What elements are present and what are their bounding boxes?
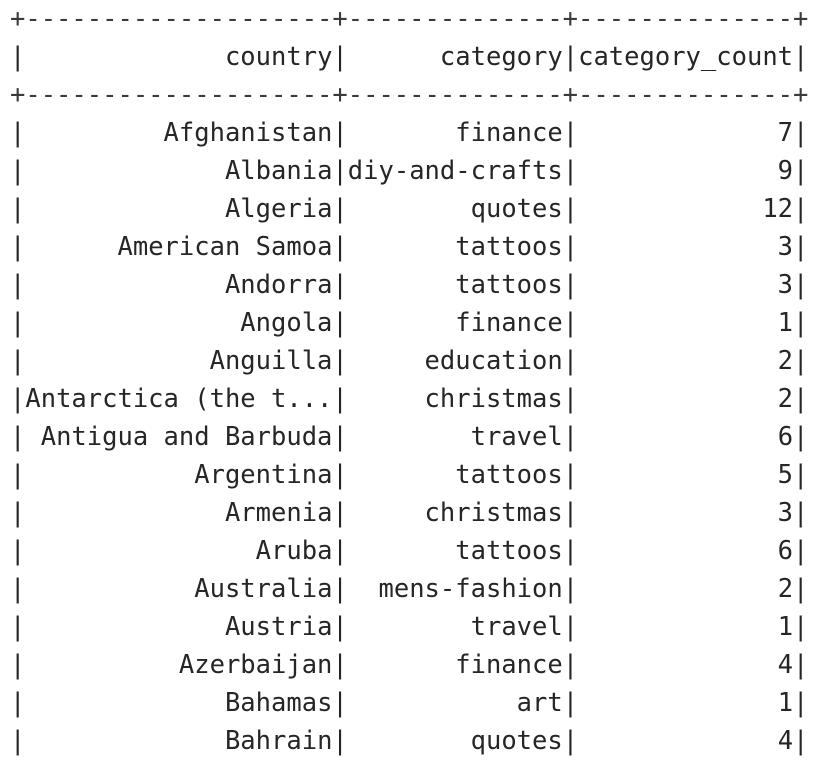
table-row: | Anguilla| education| 2| (10, 346, 809, 376)
country-cell: Argentina (194, 460, 333, 490)
table-row: | American Samoa| tattoos| 3| (10, 232, 809, 262)
table-row: | Antigua and Barbuda| travel| 6| (10, 422, 809, 452)
country-cell: Australia (194, 574, 333, 604)
category-cell: christmas (424, 498, 563, 528)
table-row: | Bahrain| quotes| 4| (10, 726, 809, 756)
category-count-cell: 2 (777, 346, 794, 376)
category-cell: travel (470, 422, 563, 452)
category-cell: tattoos (455, 232, 563, 262)
table-border: +--------------------+--------------+---… (10, 4, 809, 34)
table-row: | Austria| travel| 1| (10, 612, 809, 642)
category-cell: education (424, 346, 563, 376)
table-row: | Angola| finance| 1| (10, 308, 809, 338)
country-cell: Armenia (224, 498, 333, 528)
country-cell: Aruba (255, 536, 333, 566)
category-cell: tattoos (455, 536, 563, 566)
table-row: | Andorra| tattoos| 3| (10, 270, 809, 300)
category-count-cell: 1 (777, 612, 794, 642)
category-cell: finance (455, 308, 563, 338)
category-cell: art (516, 688, 563, 718)
category-count-cell: 12 (762, 194, 794, 224)
category-count-cell: 2 (777, 384, 794, 414)
country-cell: Austria (224, 612, 333, 642)
category-count-cell: 3 (777, 498, 794, 528)
category-count-cell: 1 (777, 688, 794, 718)
table-row: | Albania|diy-and-crafts| 9| (10, 156, 809, 186)
category-count-cell: 6 (777, 536, 794, 566)
country-cell: Antigua and Barbuda (40, 422, 333, 452)
category-cell: travel (470, 612, 563, 642)
category-cell: tattoos (455, 270, 563, 300)
category-count-cell: 5 (777, 460, 794, 490)
country-cell: Angola (240, 308, 333, 338)
category-cell: quotes (470, 194, 563, 224)
category-cell: christmas (424, 384, 563, 414)
table-row: | Australia| mens-fashion| 2| (10, 574, 809, 604)
country-cell: Andorra (224, 270, 333, 300)
country-cell: Bahamas (224, 688, 333, 718)
country-cell: Algeria (224, 194, 333, 224)
table-header-row: | country| category|category_count| (10, 42, 809, 72)
category-count-cell: 1 (777, 308, 794, 338)
table-row: |Antarctica (the t...| christmas| 2| (10, 384, 809, 414)
category-cell: finance (455, 118, 563, 148)
category-cell: finance (455, 650, 563, 680)
country-cell: Azerbaijan (178, 650, 333, 680)
category-count-cell: 4 (777, 650, 794, 680)
console-output: +--------------------+--------------+---… (10, 0, 808, 760)
table-border: +--------------------+--------------+---… (10, 80, 809, 110)
category-count-cell: 9 (777, 156, 794, 186)
country-cell: Albania (224, 156, 333, 186)
table-row: | Aruba| tattoos| 6| (10, 536, 809, 566)
column-header-category-count: category_count (578, 42, 794, 72)
table-row: | Bahamas| art| 1| (10, 688, 809, 718)
category-count-cell: 3 (777, 232, 794, 262)
category-count-cell: 2 (777, 574, 794, 604)
country-cell: American Samoa (117, 232, 333, 262)
category-cell: mens-fashion (378, 574, 563, 604)
table-row: | Azerbaijan| finance| 4| (10, 650, 809, 680)
category-count-cell: 3 (777, 270, 794, 300)
category-count-cell: 4 (777, 726, 794, 756)
table-row: | Afghanistan| finance| 7| (10, 118, 809, 148)
country-cell: Bahrain (224, 726, 333, 756)
category-count-cell: 6 (777, 422, 794, 452)
table-row: | Armenia| christmas| 3| (10, 498, 809, 528)
country-cell: Antarctica (the t... (25, 384, 333, 414)
category-cell: quotes (470, 726, 563, 756)
table-row: | Argentina| tattoos| 5| (10, 460, 809, 490)
country-cell: Anguilla (209, 346, 333, 376)
column-header-country: country (224, 42, 333, 72)
category-cell: diy-and-crafts (347, 156, 563, 186)
category-count-cell: 7 (777, 118, 794, 148)
table-row: | Algeria| quotes| 12| (10, 194, 809, 224)
country-cell: Afghanistan (163, 118, 333, 148)
column-header-category: category (439, 42, 563, 72)
category-cell: tattoos (455, 460, 563, 490)
